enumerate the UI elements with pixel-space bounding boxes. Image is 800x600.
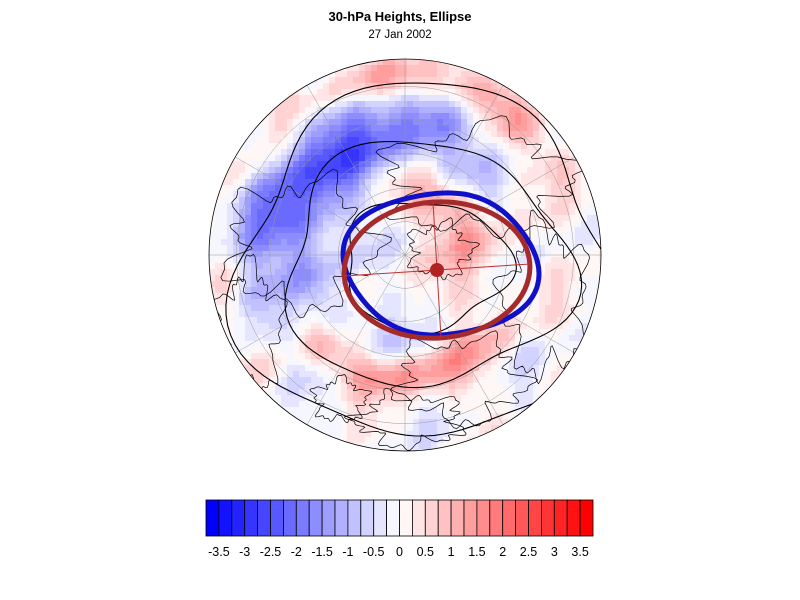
- graticule: [209, 59, 601, 451]
- colorbar-tick-label: 3: [551, 545, 558, 559]
- colorbar-box: [515, 499, 529, 537]
- colorbar-tick-label: -3: [239, 545, 250, 559]
- colorbar-box: [566, 499, 581, 537]
- colorbar-box: [295, 499, 310, 537]
- colorbar-box: [244, 499, 258, 537]
- colorbar-box: [541, 499, 555, 537]
- plot-title: 30-hPa Heights, Ellipse: [328, 9, 472, 24]
- colorbar-box: [489, 499, 504, 537]
- vortex-ellipse-group: [340, 190, 542, 341]
- plot-subtitle: 27 Jan 2002: [368, 29, 432, 41]
- fitted-ellipse: [341, 199, 533, 341]
- colorbar-box: [334, 499, 349, 537]
- polar-map: [208, 58, 602, 452]
- colorbar-box: [205, 499, 220, 537]
- colorbar-box: [553, 499, 568, 537]
- colorbar-box: [399, 499, 413, 537]
- colorbar-box: [373, 499, 388, 537]
- colorbar-tick-label: 2.5: [520, 545, 537, 559]
- colorbar-tick-label: 3.5: [571, 545, 588, 559]
- colorbar-tick-label: 0: [396, 545, 403, 559]
- ellipse-center-marker: [430, 263, 444, 277]
- colorbar-box: [218, 499, 233, 537]
- colorbar-box: [308, 499, 323, 537]
- colorbar-box: [424, 499, 439, 537]
- colorbar-tick-label: -0.5: [363, 545, 385, 559]
- colorbar-box: [450, 499, 465, 537]
- colorbar-box: [282, 499, 297, 537]
- colorbar-box: [411, 499, 426, 537]
- colorbar-tick-label: -3.5: [208, 545, 230, 559]
- colorbar-box: [270, 499, 284, 537]
- colorbar-tick-label: -2: [291, 545, 302, 559]
- colorbar-box: [321, 499, 336, 537]
- colorbar-box: [257, 499, 271, 537]
- colorbar-box: [386, 499, 400, 537]
- colorbar-box: [231, 499, 246, 537]
- colorbar-tick-label: 2: [499, 545, 506, 559]
- colorbar-tick-label: -1: [342, 545, 353, 559]
- colorbar-tick-label: 1: [448, 545, 455, 559]
- colorbar-box: [463, 499, 478, 537]
- colorbar-labels: -3.5 -3 -2.5 -2 -1.5 -1 -0.5 0 0.5 1 1.5 2 2.5 3 3.5: [208, 545, 589, 559]
- map-boundary: [208, 58, 602, 452]
- colorbar-tick-label: 0.5: [417, 545, 434, 559]
- colorbar-box: [502, 499, 517, 537]
- colorbar-box: [360, 499, 375, 537]
- colorbar-tick-label: -1.5: [311, 545, 333, 559]
- colorbar-box: [437, 499, 452, 537]
- colorbar-box: [347, 499, 362, 537]
- colorbar-box: [579, 499, 594, 537]
- colorbar-box: [476, 499, 491, 537]
- colorbar-boxes: [205, 499, 594, 537]
- height-contours: [225, 82, 601, 437]
- colorbar-tick-label: 1.5: [468, 545, 485, 559]
- colorbar-box: [528, 499, 542, 537]
- colorbar-tick-label: -2.5: [260, 545, 282, 559]
